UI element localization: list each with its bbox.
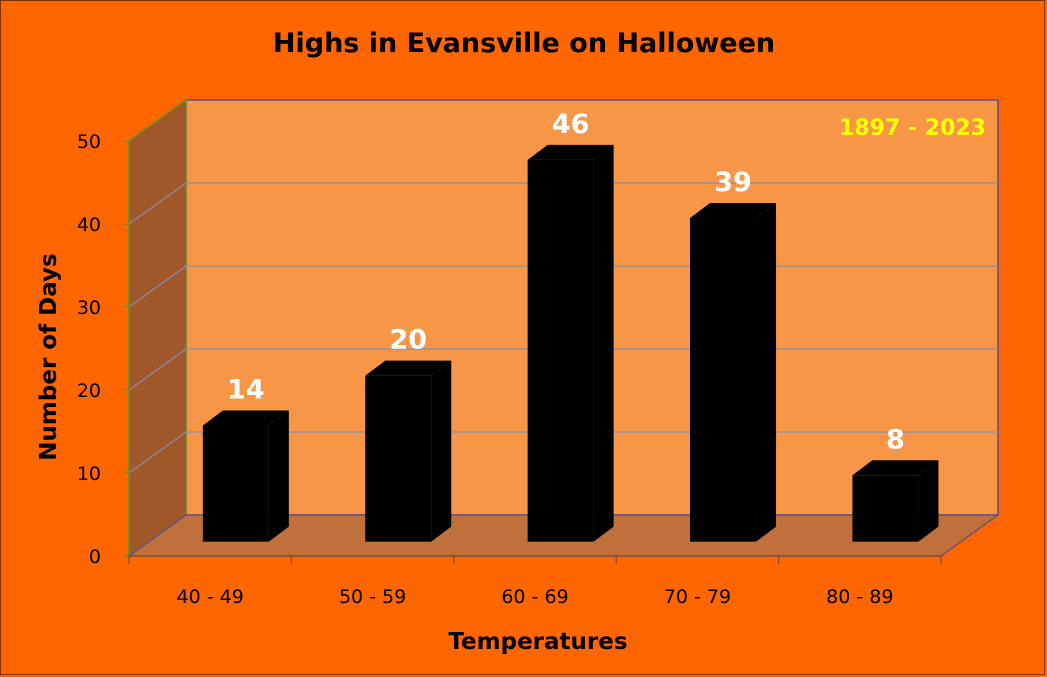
bars [202,144,939,542]
data-label: 46 [552,109,590,140]
data-labels: 14 20 46 39 8 [227,109,905,455]
x-tick-label: 40 - 49 [177,586,244,608]
x-tick-label: 60 - 69 [501,586,568,608]
gridline-side [128,431,187,474]
x-tick-label: 80 - 89 [826,586,893,608]
x-tick-label: 50 - 59 [339,586,406,608]
side-wall [128,98,187,558]
gridline-side [128,265,187,308]
y-tick-label: 10 [77,463,101,485]
bar [852,460,939,542]
data-label: 20 [389,325,427,356]
y-tick-label: 30 [77,297,101,319]
x-tick-label: 70 - 79 [664,586,731,608]
data-label: 39 [714,167,752,198]
data-label: 8 [886,424,905,455]
x-axis-title: Temperatures [448,629,627,655]
y-axis-ticks: 0 10 20 30 40 50 [77,131,130,568]
y-tick-label: 40 [77,214,101,236]
y-axis-title: Number of Days [36,253,62,460]
x-axis-ticks: 40 - 49 50 - 59 60 - 69 70 - 79 80 - 89 [128,555,942,608]
gridline-side [128,182,187,225]
y-tick-label: 0 [89,546,101,568]
bar [690,202,777,542]
bar [202,410,289,542]
bar [365,360,452,542]
y-tick-label: 50 [77,131,101,153]
date-range-annotation: 1897 - 2023 [839,116,986,141]
chart-title: Highs in Evansville on Halloween [273,28,775,59]
data-label: 14 [227,374,265,405]
gridline-side [128,348,187,391]
bar [527,144,614,542]
y-tick-label: 20 [77,380,101,402]
